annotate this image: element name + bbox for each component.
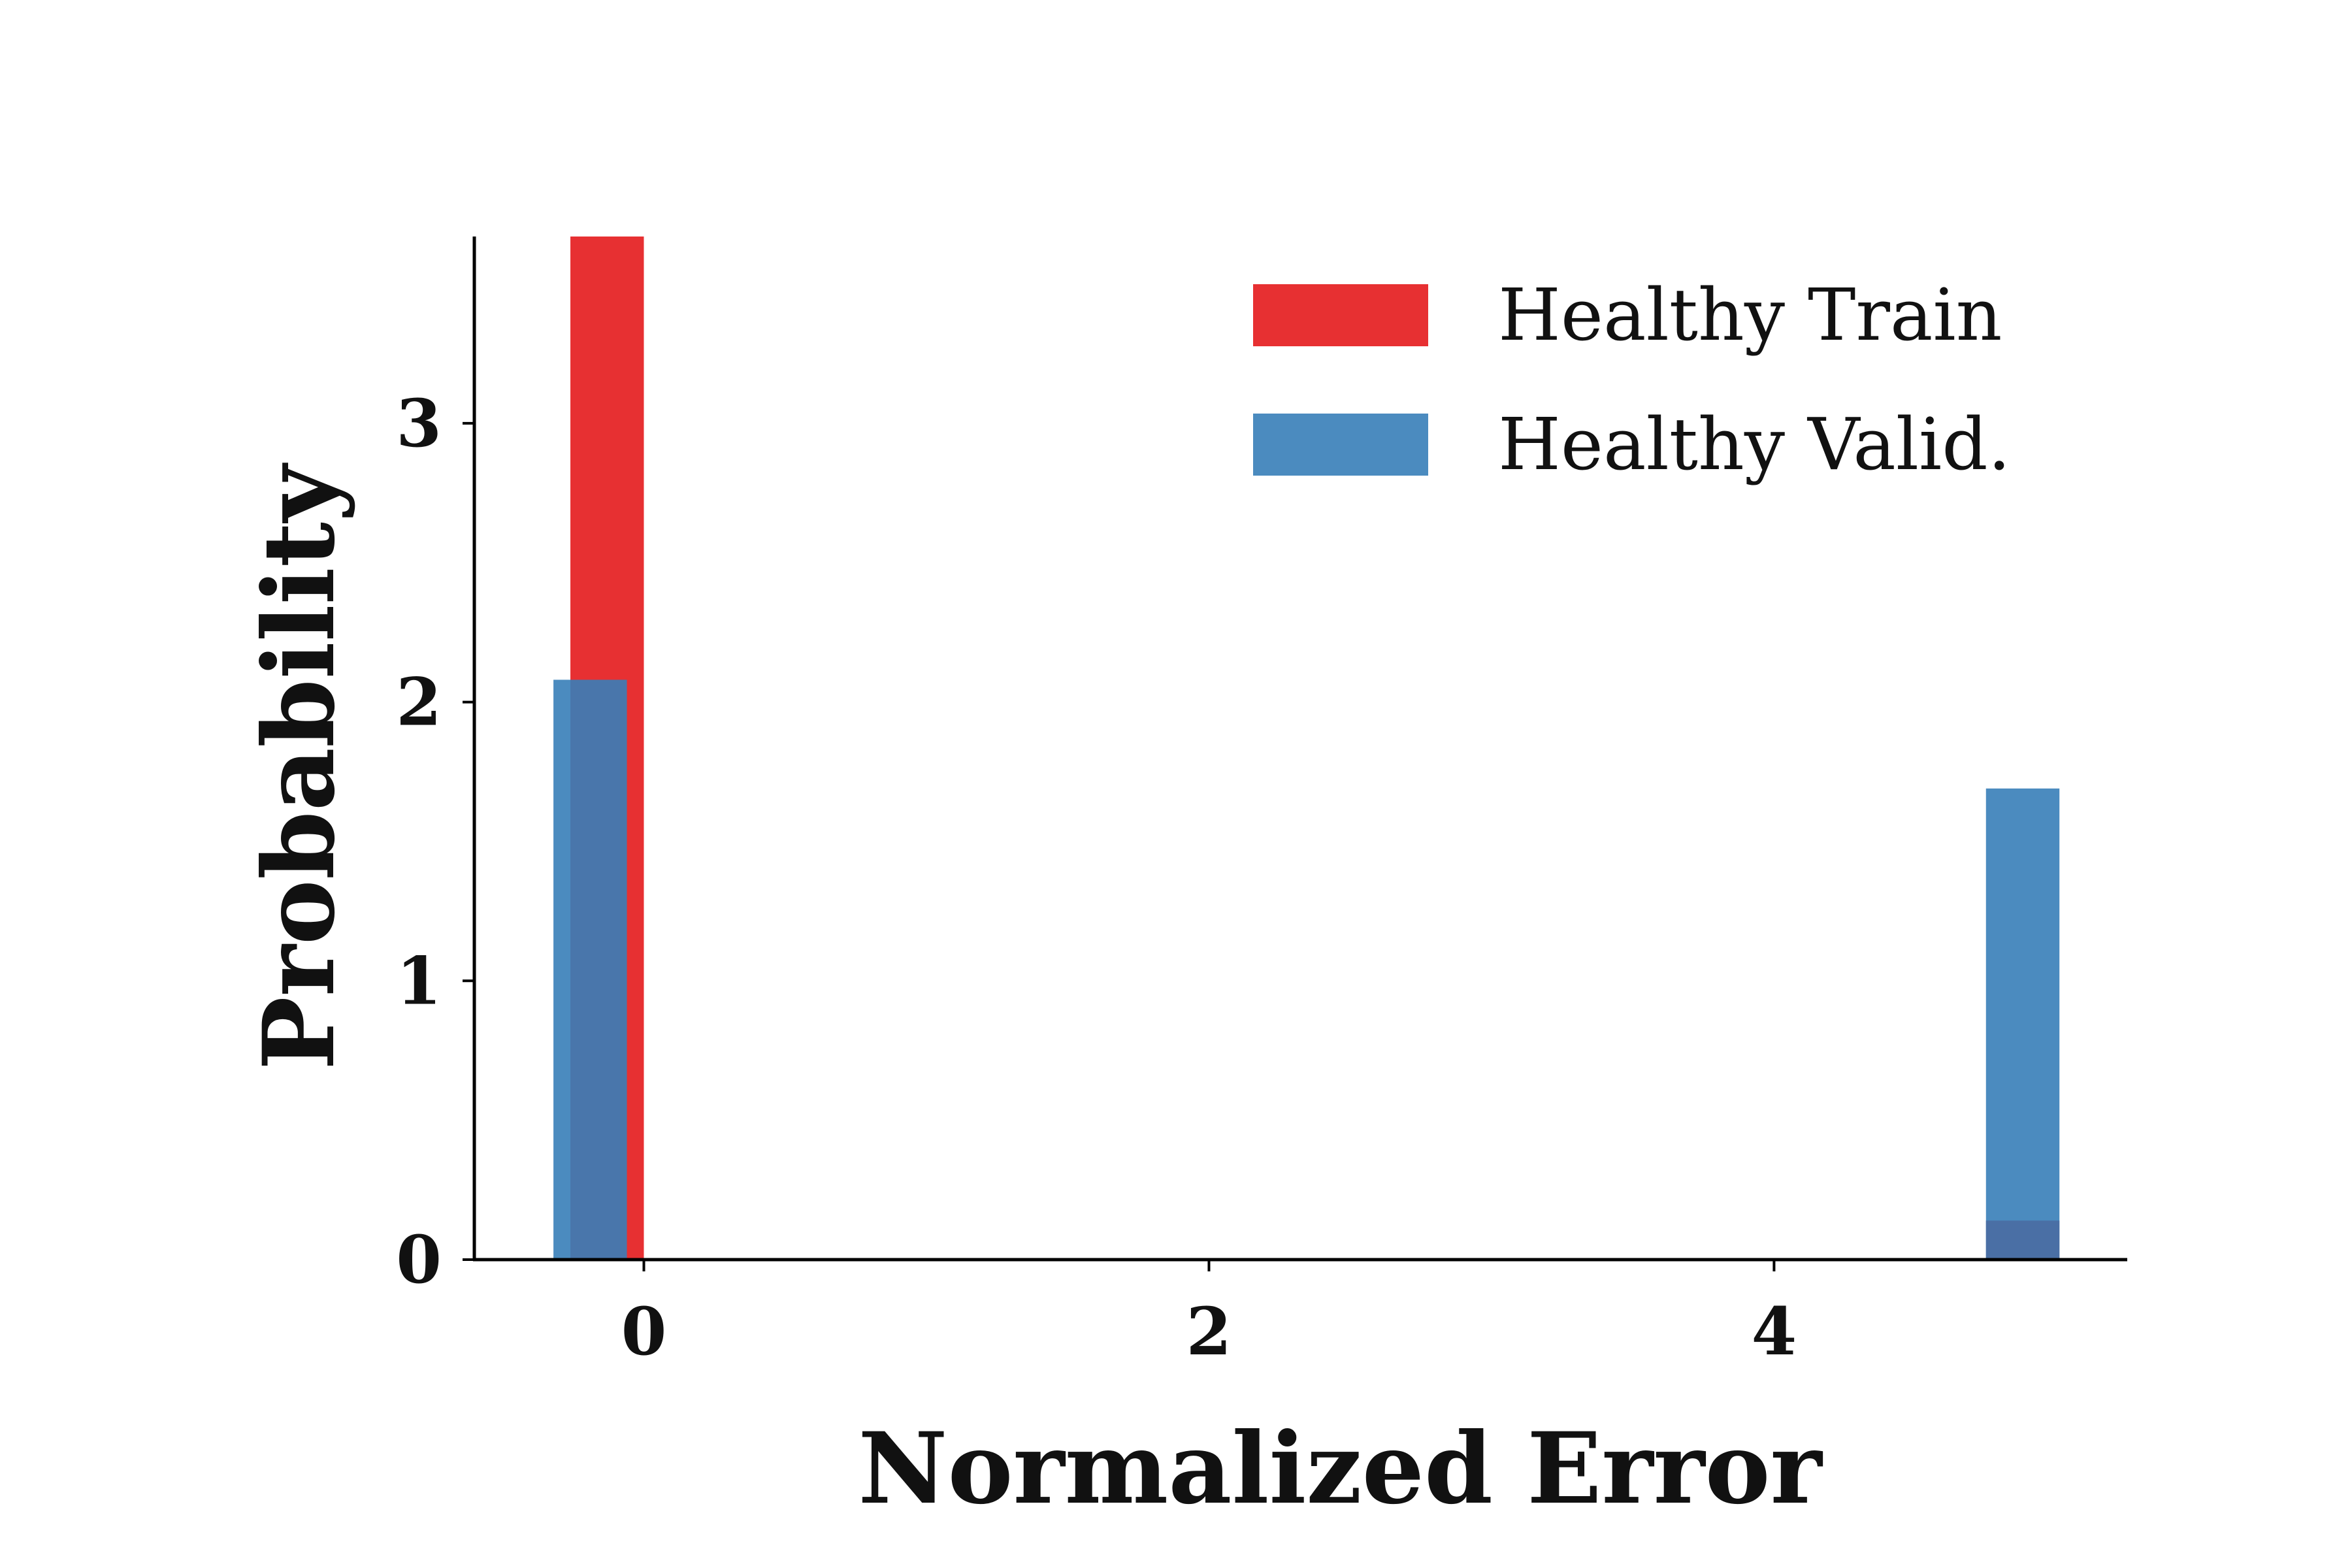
bars-layer	[553, 237, 2060, 1260]
x-tick-label: 4	[1752, 1293, 1797, 1370]
bar-overlap-0	[1985, 1220, 2060, 1260]
x-tick-label: 2	[1186, 1293, 1232, 1370]
legend-swatch-healthy-valid	[1253, 414, 1428, 476]
y-tick-label: 3	[396, 385, 442, 462]
bar-healthy-valid-1	[1985, 788, 2060, 1260]
legend: Healthy Train Healthy Valid.	[1253, 273, 2011, 486]
axes-layer	[472, 237, 2127, 1262]
legend-label-healthy-valid: Healthy Valid.	[1498, 402, 2011, 486]
x-tick-label: 0	[621, 1293, 667, 1370]
y-tick-label: 0	[396, 1221, 442, 1298]
legend-label-healthy-train: Healthy Train	[1498, 273, 2002, 357]
ticks-layer: 0 2 4 0 1 2 3	[396, 385, 1797, 1370]
y-tick-label: 2	[396, 664, 442, 741]
bar-healthy-valid-0	[553, 679, 627, 1260]
y-tick-label: 1	[396, 942, 442, 1019]
x-axis-title: Normalized Error	[858, 1411, 1823, 1526]
legend-swatch-healthy-train	[1253, 284, 1428, 346]
y-axis-title: Probability	[242, 463, 357, 1070]
